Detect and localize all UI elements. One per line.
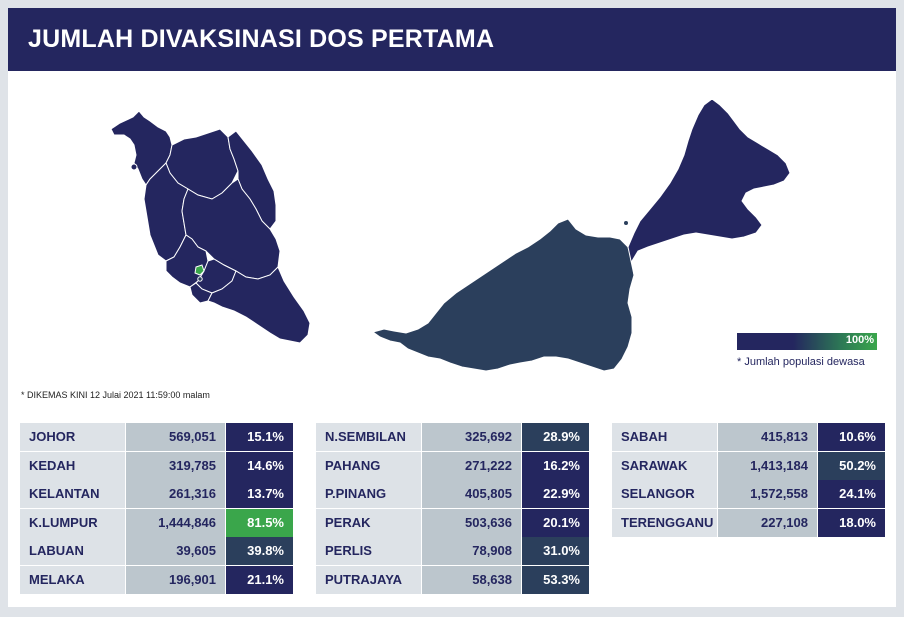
vaccinated-count-cell: 1,444,846 (126, 508, 225, 537)
table-row: KELANTAN 261,316 13.7% (20, 480, 293, 509)
state-name-cell: P.PINANG (316, 480, 421, 509)
table-row: SELANGOR 1,572,558 24.1% (612, 480, 885, 509)
percentage-cell: 18.0% (818, 508, 885, 537)
table-row: P.PINANG 405,805 22.9% (316, 480, 589, 509)
percentage-cell: 20.1% (522, 508, 589, 537)
state-name-cell: LABUAN (20, 537, 125, 566)
peninsular-malaysia (110, 110, 311, 344)
state-name-cell: PUTRAJAYA (316, 565, 421, 594)
region-putrajaya[interactable] (197, 276, 203, 282)
region-johor[interactable] (207, 266, 311, 344)
vaccinated-count-cell: 415,813 (718, 423, 817, 451)
vaccinated-count-cell: 569,051 (126, 423, 225, 451)
table-row: MELAKA 196,901 21.1% (20, 565, 293, 594)
state-name-cell: KELANTAN (20, 480, 125, 509)
page-title: JUMLAH DIVAKSINASI DOS PERTAMA (28, 25, 495, 53)
percentage-cell: 14.6% (226, 451, 293, 480)
state-name-cell: TERENGGANU (612, 508, 717, 537)
region-sabah[interactable] (627, 98, 791, 276)
state-name-cell: PERLIS (316, 537, 421, 566)
vaccinated-count-cell: 319,785 (126, 451, 225, 480)
table-row: K.LUMPUR 1,444,846 81.5% (20, 508, 293, 537)
legend-max-label: 100% (845, 334, 874, 346)
table-row: SARAWAK 1,413,184 50.2% (612, 451, 885, 480)
vaccinated-count-cell: 227,108 (718, 508, 817, 537)
state-name-cell: N.SEMBILAN (316, 423, 421, 451)
table-row: PERLIS 78,908 31.0% (316, 537, 589, 566)
region-melaka[interactable] (189, 282, 213, 304)
percentage-cell: 13.7% (226, 480, 293, 509)
dashboard-card: JUMLAH DIVAKSINASI DOS PERTAMA 100% * Ju… (8, 8, 896, 607)
region-kuala-lumpur[interactable] (194, 264, 205, 276)
header-bar: JUMLAH DIVAKSINASI DOS PERTAMA (8, 8, 896, 71)
legend-gradient-bar: 100% (737, 333, 877, 350)
vaccinated-count-cell: 1,413,184 (718, 451, 817, 480)
percentage-cell: 15.1% (226, 423, 293, 451)
vaccinated-count-cell: 271,222 (422, 451, 521, 480)
state-table-3: SABAH 415,813 10.6% SARAWAK 1,413,184 50.2% SE… (612, 423, 885, 537)
state-name-cell: SABAH (612, 423, 717, 451)
malaysia-map (110, 98, 791, 372)
state-name-cell: JOHOR (20, 423, 125, 451)
percentage-cell: 31.0% (522, 537, 589, 566)
percentage-cell: 28.9% (522, 423, 589, 451)
percentage-cell: 21.1% (226, 565, 293, 594)
percentage-cell: 10.6% (818, 423, 885, 451)
vaccinated-count-cell: 78,908 (422, 537, 521, 566)
state-table-2: N.SEMBILAN 325,692 28.9% PAHANG 271,222 16.2%… (316, 423, 589, 595)
state-name-cell: K.LUMPUR (20, 508, 125, 537)
state-name-cell: MELAKA (20, 565, 125, 594)
table-row: TERENGGANU 227,108 18.0% (612, 508, 885, 537)
table-row: LABUAN 39,605 39.8% (20, 537, 293, 566)
region-pulau-pinang[interactable] (130, 163, 138, 171)
vaccinated-count-cell: 405,805 (422, 480, 521, 509)
table-row: KEDAH 319,785 14.6% (20, 451, 293, 480)
state-name-cell: PAHANG (316, 451, 421, 480)
percentage-cell: 39.8% (226, 537, 293, 566)
region-labuan[interactable] (624, 221, 628, 225)
percentage-cell: 81.5% (226, 508, 293, 537)
vaccinated-count-cell: 503,636 (422, 508, 521, 537)
state-name-cell: PERAK (316, 508, 421, 537)
state-name-cell: KEDAH (20, 451, 125, 480)
percentage-cell: 24.1% (818, 480, 885, 509)
percentage-cell: 50.2% (818, 451, 885, 480)
table-row: JOHOR 569,051 15.1% (20, 423, 293, 451)
vaccinated-count-cell: 325,692 (422, 423, 521, 451)
vaccinated-count-cell: 39,605 (126, 537, 225, 566)
state-table-1: JOHOR 569,051 15.1% KEDAH 319,785 14.6% KELANT… (20, 423, 293, 595)
table-row: N.SEMBILAN 325,692 28.9% (316, 423, 589, 451)
vaccinated-count-cell: 196,901 (126, 565, 225, 594)
last-updated-text: * DIKEMAS KINI 12 Julai 2021 11:59:00 ma… (21, 390, 210, 400)
percentage-cell: 22.9% (522, 480, 589, 509)
vaccinated-count-cell: 1,572,558 (718, 480, 817, 509)
legend-note: * Jumlah populasi dewasa (737, 356, 865, 368)
percentage-cell: 16.2% (522, 451, 589, 480)
region-sarawak[interactable] (371, 218, 635, 372)
percentage-cell: 53.3% (522, 565, 589, 594)
table-row: PAHANG 271,222 16.2% (316, 451, 589, 480)
state-name-cell: SARAWAK (612, 451, 717, 480)
state-name-cell: SELANGOR (612, 480, 717, 509)
vaccinated-count-cell: 58,638 (422, 565, 521, 594)
table-row: PERAK 503,636 20.1% (316, 508, 589, 537)
table-row: PUTRAJAYA 58,638 53.3% (316, 565, 589, 594)
vaccinated-count-cell: 261,316 (126, 480, 225, 509)
table-row: SABAH 415,813 10.6% (612, 423, 885, 451)
